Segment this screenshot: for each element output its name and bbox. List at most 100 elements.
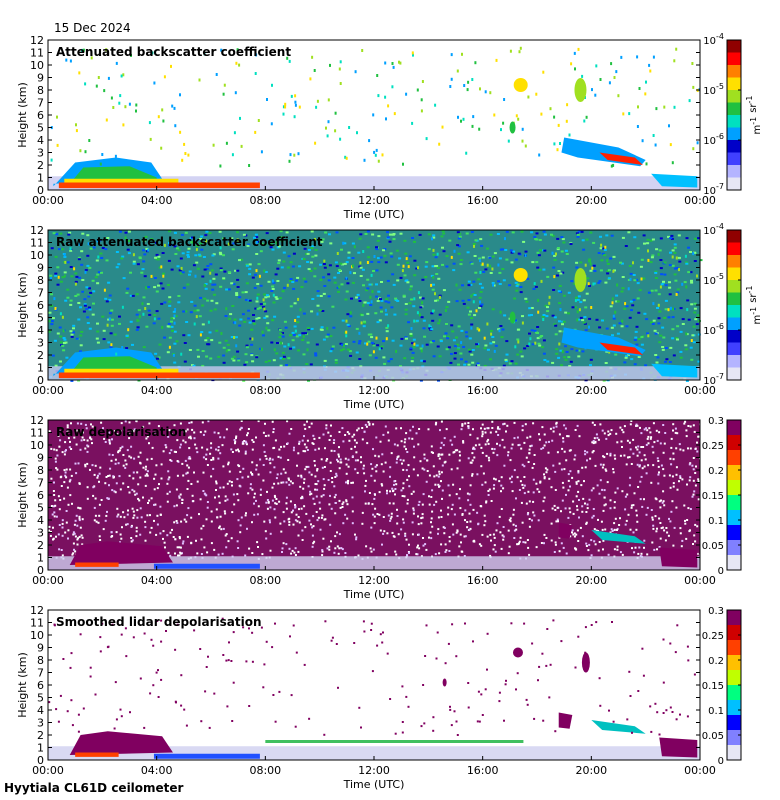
y-tick-label: 9 — [37, 642, 44, 655]
x-axis-label: Time (UTC) — [343, 778, 405, 791]
y-tick-label: 10 — [30, 629, 44, 642]
mid-cloud — [509, 121, 516, 134]
late-low-cloud — [651, 363, 698, 378]
x-axis-label: Time (UTC) — [343, 398, 405, 411]
x-tick-label: 16:00 — [467, 384, 499, 397]
heatmap-field — [48, 230, 703, 382]
y-tick-label: 10 — [30, 59, 44, 72]
chart-panel-1: Attenuated backscatter coefficient012345… — [16, 32, 763, 221]
x-tick-label: 00:00 — [32, 194, 64, 207]
panel-title: Raw depolarisation — [56, 425, 186, 439]
colorbar: 10-7 10-6 10-5 10-4 m-1sr-1 — [703, 32, 763, 197]
colorbar-tick-label: 0 — [718, 756, 724, 767]
heatmap-field — [48, 420, 702, 570]
x-tick-label: 04:00 — [141, 764, 173, 777]
y-tick-label: 7 — [37, 287, 44, 300]
heatmap-field — [48, 46, 701, 190]
colorbar-tick-label: 10-7 — [703, 182, 724, 197]
y-tick-label: 0 — [37, 564, 44, 577]
x-tick-label: 16:00 — [467, 764, 499, 777]
depol-surface-blue — [153, 563, 260, 569]
depol-high-a — [512, 647, 523, 658]
y-axis-label: Height (km) — [16, 82, 29, 148]
depol-surface — [75, 752, 119, 757]
panel-title: Raw attenuated backscatter coefficient — [56, 235, 323, 249]
y-tick-label: 1 — [37, 742, 44, 755]
x-tick-label: 12:00 — [358, 574, 390, 587]
colorbar-tick-label: 0.25 — [702, 631, 724, 642]
mid-cloud — [509, 311, 516, 324]
x-tick-label: 12:00 — [358, 194, 390, 207]
y-tick-label: 1 — [37, 362, 44, 375]
y-tick-label: 6 — [37, 489, 44, 502]
late-low-cloud — [651, 173, 698, 188]
colorbar-tick-label: 0 — [718, 566, 724, 577]
colorbar-frame — [726, 229, 742, 381]
x-tick-label: 12:00 — [358, 764, 390, 777]
colorbar-tick-label: 10-4 — [703, 32, 724, 47]
y-tick-label: 9 — [37, 72, 44, 85]
chart-panel-2: Raw attenuated backscatter coefficient01… — [16, 222, 763, 411]
date-label: 15 Dec 2024 — [54, 21, 131, 35]
y-tick-label: 9 — [37, 452, 44, 465]
y-tick-label: 7 — [37, 477, 44, 490]
depol-high-b — [581, 652, 590, 673]
site-label: Hyytiala CL61D ceilometer — [4, 781, 184, 795]
y-tick-label: 11 — [30, 237, 44, 250]
y-tick-label: 4 — [37, 324, 44, 337]
y-tick-label: 3 — [37, 717, 44, 730]
x-tick-label: 16:00 — [467, 574, 499, 587]
colorbar-tick-label: 10-4 — [703, 222, 724, 237]
plot-area — [48, 610, 700, 760]
y-tick-label: 5 — [37, 692, 44, 705]
colorbar-tick-label: 0.3 — [708, 606, 724, 617]
high-cloud-a — [513, 268, 528, 282]
y-tick-label: 5 — [37, 122, 44, 135]
x-tick-label: 00:00 — [32, 384, 64, 397]
x-tick-label: 20:00 — [575, 384, 607, 397]
colorbar-tick-label: 0.05 — [702, 731, 724, 742]
x-tick-label: 08:00 — [249, 194, 281, 207]
y-tick-label: 6 — [37, 299, 44, 312]
y-tick-label: 12 — [30, 414, 44, 427]
x-axis-label: Time (UTC) — [343, 208, 405, 221]
chart-panel-4: Smoothed lidar depolarisation01234567891… — [16, 604, 742, 791]
y-tick-label: 11 — [30, 47, 44, 60]
depol-late — [659, 737, 698, 758]
y-tick-label: 2 — [37, 729, 44, 742]
high-cloud-a — [513, 78, 528, 92]
y-tick-label: 4 — [37, 514, 44, 527]
x-tick-label: 00:00 — [32, 764, 64, 777]
colorbar-tick-label: 0.2 — [708, 656, 724, 667]
depol-bl-top — [265, 740, 524, 743]
depol-cloud-a — [558, 712, 573, 729]
x-axis-label: Time (UTC) — [343, 588, 405, 601]
y-tick-label: 7 — [37, 97, 44, 110]
x-tick-label: 12:00 — [358, 384, 390, 397]
colorbar-tick-label: 10-7 — [703, 372, 724, 387]
x-tick-label: 00:00 — [684, 574, 716, 587]
y-tick-label: 6 — [37, 679, 44, 692]
colorbar-unit: m-1sr-1 — [745, 95, 763, 134]
colorbar-tick-label: 0.05 — [702, 541, 724, 552]
y-tick-label: 12 — [30, 224, 44, 237]
x-tick-label: 20:00 — [575, 194, 607, 207]
colorbar-tick-label: 0.15 — [702, 681, 724, 692]
y-axis-label: Height (km) — [16, 462, 29, 528]
high-cloud-b — [574, 78, 587, 102]
x-tick-label: 04:00 — [141, 194, 173, 207]
colorbar-tick-label: 10-6 — [703, 322, 724, 337]
y-tick-label: 2 — [37, 349, 44, 362]
y-tick-label: 3 — [37, 147, 44, 160]
colorbar-tick-label: 0.2 — [708, 466, 724, 477]
colorbar-tick-label: 0.3 — [708, 416, 724, 427]
colorbar-tick-label: 0.1 — [708, 706, 724, 717]
y-tick-label: 5 — [37, 312, 44, 325]
y-tick-label: 8 — [37, 274, 44, 287]
y-tick-label: 10 — [30, 439, 44, 452]
y-tick-label: 11 — [30, 427, 44, 440]
y-tick-label: 3 — [37, 527, 44, 540]
depol-aerosol-early — [69, 731, 173, 755]
y-tick-label: 0 — [37, 374, 44, 387]
x-tick-label: 00:00 — [32, 574, 64, 587]
